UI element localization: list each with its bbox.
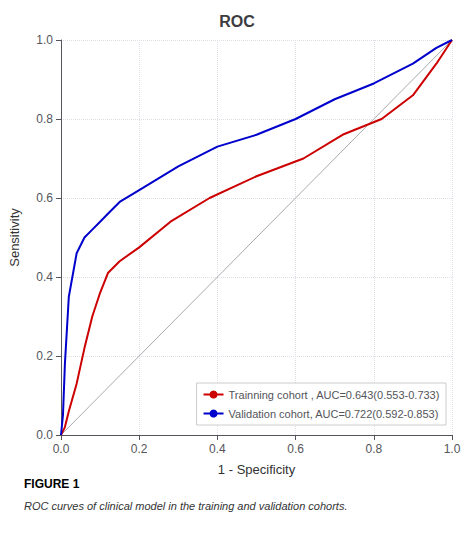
svg-text:0.2: 0.2 (131, 442, 148, 456)
svg-text:Validation cohort, AUC=0.722(0: Validation cohort, AUC=0.722(0.592-0.853… (229, 408, 439, 420)
svg-text:FIGURE 1: FIGURE 1 (24, 477, 80, 491)
svg-text:0.6: 0.6 (287, 442, 304, 456)
svg-text:0.4: 0.4 (36, 270, 53, 284)
svg-text:Trainning cohort , AUC=0.643(0: Trainning cohort , AUC=0.643(0.553-0.733… (229, 389, 440, 401)
svg-text:0.0: 0.0 (36, 428, 53, 442)
svg-text:0.0: 0.0 (53, 442, 70, 456)
svg-text:1.0: 1.0 (36, 33, 53, 47)
svg-text:0.8: 0.8 (365, 442, 382, 456)
svg-text:0.8: 0.8 (36, 112, 53, 126)
svg-text:0.2: 0.2 (36, 349, 53, 363)
svg-text:Sensitivity: Sensitivity (7, 208, 22, 267)
svg-text:0.6: 0.6 (36, 191, 53, 205)
svg-text:1.0: 1.0 (444, 442, 461, 456)
svg-text:ROC curves of clinical model i: ROC curves of clinical model in the trai… (24, 500, 347, 512)
svg-text:ROC: ROC (219, 13, 255, 30)
svg-text:1 - Specificity: 1 - Specificity (218, 462, 296, 477)
svg-text:0.4: 0.4 (209, 442, 226, 456)
